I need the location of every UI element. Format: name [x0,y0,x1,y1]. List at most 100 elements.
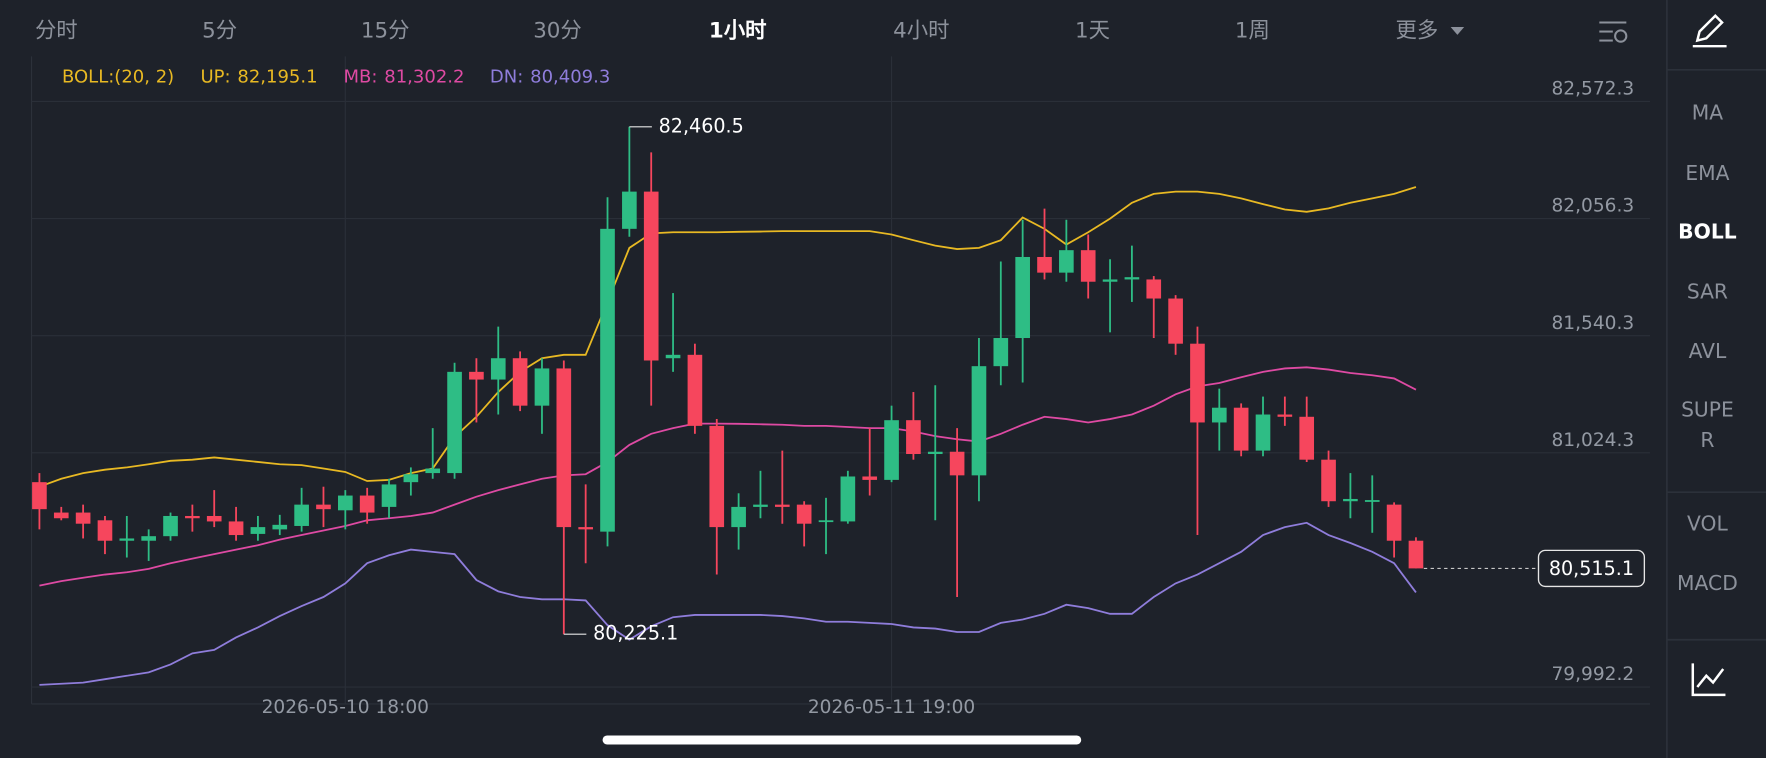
candles [32,126,1424,635]
extreme-label: 80,225.1 [593,622,678,645]
x-tick-label: 2026-05-10 18:00 [262,697,429,718]
candle-body [556,368,572,528]
candle-body [163,515,178,537]
candle-body [228,521,244,536]
candle-body [1015,256,1030,339]
candle-body [1364,500,1380,502]
candle-body [119,538,135,541]
candle-body [1343,498,1358,502]
candle-body [272,524,288,530]
indicator-button[interactable]: MA [1692,100,1723,124]
candle-body [185,515,200,519]
candle-body [753,504,768,507]
timeframe-tab[interactable]: 30分 [533,19,582,44]
candle-body [425,468,441,474]
indicator-button[interactable]: EMA [1685,161,1729,185]
indicator-button[interactable]: MACD [1677,571,1738,595]
candle-body [884,420,899,480]
candle-body [1408,540,1424,569]
indicator-button[interactable]: AVL [1689,339,1727,363]
timeframe-tab[interactable]: 15分 [361,19,410,44]
candle-body [53,512,69,519]
timeframe-tab[interactable]: 1小时 [709,19,767,44]
candle-body [75,512,91,524]
candle-body [906,420,921,455]
home-indicator [602,735,1082,745]
legend-value: 81,302.2 [384,67,464,88]
legend-name: MB: [344,67,378,88]
candle-body [490,358,506,380]
candle-body [1190,343,1205,423]
timeframe-tab[interactable]: 5分 [202,19,237,44]
candle-body [622,191,637,229]
candle-body [337,495,353,511]
candle-body [534,368,550,406]
candle-body [993,338,1009,367]
indicator-button[interactable]: SUPE [1681,398,1734,422]
extreme-label: 82,460.5 [659,114,744,137]
candle-body [1102,279,1118,282]
indicator-button[interactable]: SAR [1687,279,1728,303]
timeframe-tab[interactable]: 更多 [1395,19,1438,44]
candle-body [206,515,222,522]
candle-body [1124,277,1140,280]
settings-icon[interactable] [1599,21,1628,43]
candle-body [971,366,987,476]
indicator-button[interactable]: R [1700,428,1714,452]
candle-body [1146,279,1162,299]
dropdown-arrow[interactable] [1450,27,1465,35]
legend-value: 82,195.1 [237,67,317,88]
candle-body [250,527,266,534]
candle-body [316,504,331,510]
timeframe-tab[interactable]: 1天 [1075,19,1110,44]
candle-body [1037,256,1052,273]
candle-body [687,354,703,426]
candle-body [1321,459,1336,502]
candle-body [447,371,462,474]
candle-body [512,358,528,406]
y-tick-label: 82,572.3 [1551,79,1634,100]
legend-name: DN: [490,67,523,88]
candle-body [403,474,419,483]
indicator-button[interactable]: BOLL [1678,220,1737,244]
boll-line [39,521,1417,686]
legend-name: UP: [200,67,230,88]
candle-body [1386,504,1402,541]
candle-body [1168,298,1183,344]
x-tick-label: 2026-05-11 19:00 [808,697,975,718]
candle-body [709,425,725,528]
timeframe-tab[interactable]: 4小时 [893,19,949,44]
candle-body [1233,407,1249,451]
chart-tool-icon[interactable] [1691,663,1726,697]
y-tick-label: 82,056.3 [1551,196,1634,217]
candle-body [818,520,834,523]
indicator-button[interactable]: VOL [1687,511,1728,535]
draw-tool-icon[interactable] [1692,14,1727,48]
timeframe-tab[interactable]: 1周 [1235,19,1270,44]
legend-value: 80,409.3 [530,67,610,88]
candle-body [469,371,484,380]
candle-body [774,504,790,507]
candle-body [927,451,943,455]
legend-entry: MB: 81,302.2 [344,67,465,88]
candle-body [1059,250,1074,273]
candle-body [1277,414,1293,417]
candle-body [381,484,397,507]
y-tick-label: 79,992.2 [1551,664,1634,685]
candle-body [1211,407,1227,423]
y-tick-label: 81,540.3 [1551,313,1634,334]
timeframe-tab[interactable]: 分时 [35,19,78,44]
candle-body [359,495,375,513]
candle-body [1080,250,1096,282]
candle-body [1255,414,1271,451]
candle-body [141,536,156,541]
candle-body [796,504,812,524]
candle-body [949,451,965,476]
y-tick-label: 81,024.3 [1551,430,1634,451]
candle-body [862,476,878,480]
indicator-label: BOLL:(20, 2) [62,67,174,88]
price-label: 80,515.1 [1549,557,1634,580]
candle-body [32,482,47,510]
